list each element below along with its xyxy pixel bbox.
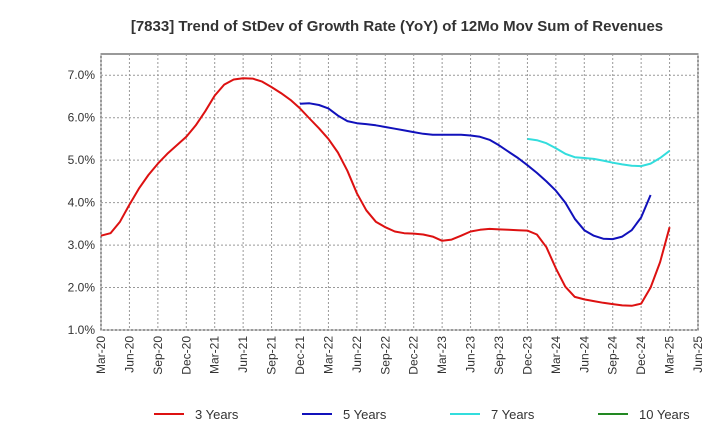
series-lines: [100, 77, 671, 307]
y-tick-label: 6.0%: [68, 111, 96, 125]
legend-label-7-years: 7 Years: [491, 407, 535, 422]
x-tick-label: Jun-23: [464, 336, 478, 373]
legend-label-5-years: 5 Years: [343, 407, 387, 422]
x-tick-label: Sep-21: [265, 336, 279, 375]
x-tick-label: Sep-24: [606, 336, 620, 375]
x-tick-label: Sep-23: [492, 336, 506, 375]
x-tick-label: Dec-20: [179, 336, 193, 375]
legend-label-10-years: 10 Years: [639, 407, 690, 422]
series-line-5-years: [299, 102, 652, 241]
x-tick-label: Sep-20: [151, 336, 165, 375]
x-tick-label: Jun-25: [691, 336, 705, 373]
x-tick-label: Mar-20: [94, 336, 108, 374]
x-tick-label: Jun-20: [122, 336, 136, 373]
x-tick-label: Mar-24: [549, 336, 563, 374]
x-tick-label: Sep-22: [378, 336, 392, 375]
y-tick-label: 3.0%: [68, 238, 96, 252]
x-axis: Mar-20 Jun-20 Sep-20 Dec-20 Mar-21 Jun-21 Sep-…: [94, 336, 705, 375]
x-tick-label: Mar-21: [208, 336, 222, 374]
x-tick-label: Jun-24: [577, 336, 591, 373]
y-tick-label: 5.0%: [68, 153, 96, 167]
y-tick-label: 1.0%: [68, 323, 96, 337]
series-line-3-years: [100, 77, 671, 307]
x-tick-label: Jun-22: [350, 336, 364, 373]
x-tick-label: Dec-21: [293, 336, 307, 375]
series-line-7-years: [527, 137, 671, 168]
x-tick-label: Jun-21: [236, 336, 250, 373]
x-tick-label: Dec-24: [634, 336, 648, 375]
grid: [100, 54, 699, 331]
plot-area: [100, 53, 699, 331]
legend-label-3-years: 3 Years: [195, 407, 239, 422]
x-tick-label: Mar-23: [435, 336, 449, 374]
x-tick-label: Dec-23: [520, 336, 534, 375]
legend: 3 Years 5 Years 7 Years 10 Years: [154, 407, 690, 422]
y-tick-label: 4.0%: [68, 196, 96, 210]
x-tick-label: Dec-22: [407, 336, 421, 375]
x-tick-label: Mar-22: [321, 336, 335, 374]
chart-title: [7833] Trend of StDev of Growth Rate (Yo…: [131, 18, 663, 35]
y-tick-label: 7.0%: [68, 68, 96, 82]
y-tick-label: 2.0%: [68, 281, 96, 295]
x-tick-label: Mar-25: [663, 336, 677, 374]
y-axis: 1.0% 2.0% 3.0% 4.0% 5.0% 6.0% 7.0%: [68, 68, 96, 337]
